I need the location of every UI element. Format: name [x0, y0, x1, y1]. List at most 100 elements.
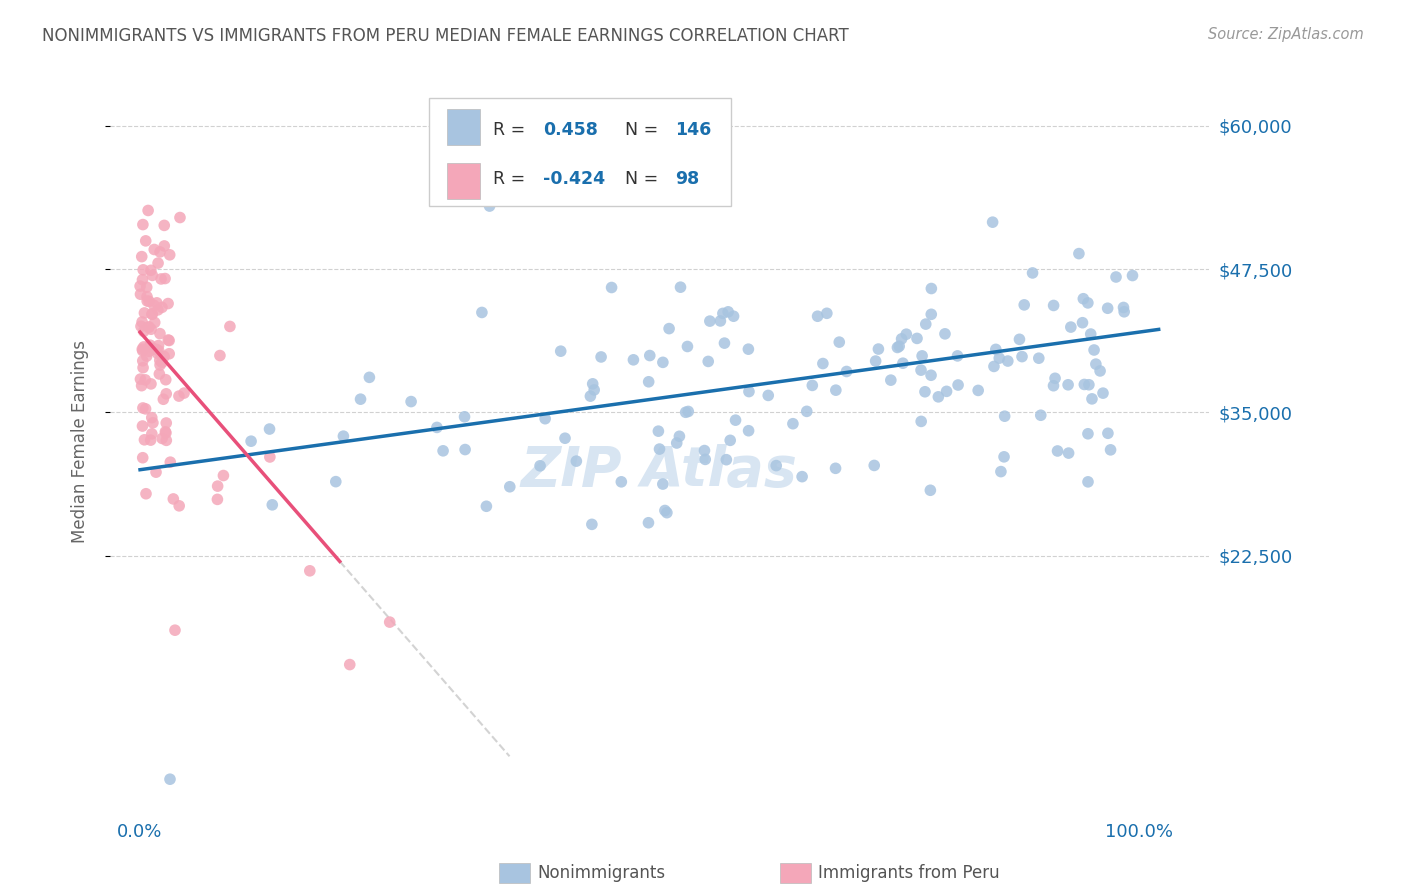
Point: [554, 431, 576, 445]
Point: [155, 425, 177, 439]
Point: [167, 389, 190, 403]
Point: [150, 301, 173, 315]
Point: [143, 316, 166, 330]
Point: [927, 390, 949, 404]
Point: [136, 203, 159, 218]
Point: [655, 506, 678, 520]
Point: [984, 343, 1007, 357]
Point: [139, 433, 162, 447]
Point: [499, 480, 522, 494]
Point: [1081, 392, 1104, 406]
Point: [796, 404, 818, 418]
Point: [695, 452, 717, 467]
Point: [132, 218, 155, 232]
Point: [143, 243, 166, 257]
Point: [1057, 446, 1080, 460]
Point: [169, 211, 191, 225]
Point: [132, 262, 155, 277]
Point: [610, 475, 633, 489]
Point: [1097, 301, 1119, 316]
Point: [717, 305, 740, 319]
Point: [997, 354, 1019, 368]
Point: [1099, 442, 1122, 457]
Point: [738, 384, 761, 399]
Point: [990, 465, 1012, 479]
Point: [718, 434, 741, 448]
Point: [157, 347, 180, 361]
Point: [828, 335, 851, 350]
Point: [868, 342, 890, 356]
Point: [1067, 246, 1090, 260]
Point: [155, 373, 177, 387]
Point: [141, 307, 163, 321]
Point: [207, 492, 229, 507]
Point: [298, 564, 321, 578]
Point: [1071, 316, 1094, 330]
Point: [139, 322, 162, 336]
Point: [131, 378, 153, 392]
Point: [790, 469, 813, 483]
Point: [914, 384, 936, 399]
Bar: [447, 109, 481, 145]
Text: 0.458: 0.458: [543, 120, 598, 139]
Point: [637, 516, 659, 530]
Point: [138, 320, 160, 334]
Point: [709, 314, 731, 328]
Point: [159, 248, 181, 262]
Point: [132, 450, 155, 465]
Point: [146, 347, 169, 361]
Point: [1042, 378, 1064, 392]
Point: [478, 199, 501, 213]
Point: [807, 310, 830, 324]
Point: [935, 384, 957, 399]
Text: R =: R =: [494, 120, 531, 139]
Point: [981, 215, 1004, 229]
Text: 98: 98: [675, 169, 699, 188]
Point: [132, 354, 155, 368]
Point: [207, 479, 229, 493]
Point: [623, 352, 645, 367]
Point: [136, 290, 159, 304]
Point: [1021, 266, 1043, 280]
Text: N =: N =: [626, 120, 664, 139]
Point: [896, 327, 918, 342]
Point: [815, 306, 838, 320]
Point: [453, 409, 475, 424]
Point: [737, 342, 759, 356]
Point: [934, 326, 956, 341]
Point: [676, 339, 699, 353]
Point: [155, 434, 177, 448]
Point: [173, 386, 195, 401]
Point: [150, 432, 173, 446]
Point: [579, 389, 602, 403]
Point: [920, 307, 942, 321]
Point: [910, 363, 932, 377]
Point: [581, 517, 603, 532]
Point: [1080, 326, 1102, 341]
Point: [378, 615, 401, 629]
Point: [332, 429, 354, 443]
Point: [149, 353, 172, 368]
Point: [163, 623, 186, 637]
Point: [890, 332, 912, 346]
Point: [920, 281, 942, 295]
Point: [1077, 426, 1099, 441]
Point: [1043, 371, 1066, 385]
Point: [131, 315, 153, 329]
Point: [142, 298, 165, 312]
Text: R =: R =: [494, 169, 531, 188]
Point: [1028, 351, 1050, 366]
Point: [149, 326, 172, 341]
Point: [678, 404, 700, 418]
Point: [155, 386, 177, 401]
Point: [983, 359, 1005, 374]
Point: [1011, 350, 1033, 364]
Point: [1077, 296, 1099, 310]
Point: [157, 296, 180, 310]
Point: [651, 477, 673, 491]
Point: [716, 452, 738, 467]
Point: [668, 429, 690, 443]
Point: [529, 458, 551, 473]
Point: [1097, 426, 1119, 441]
Point: [132, 401, 155, 415]
